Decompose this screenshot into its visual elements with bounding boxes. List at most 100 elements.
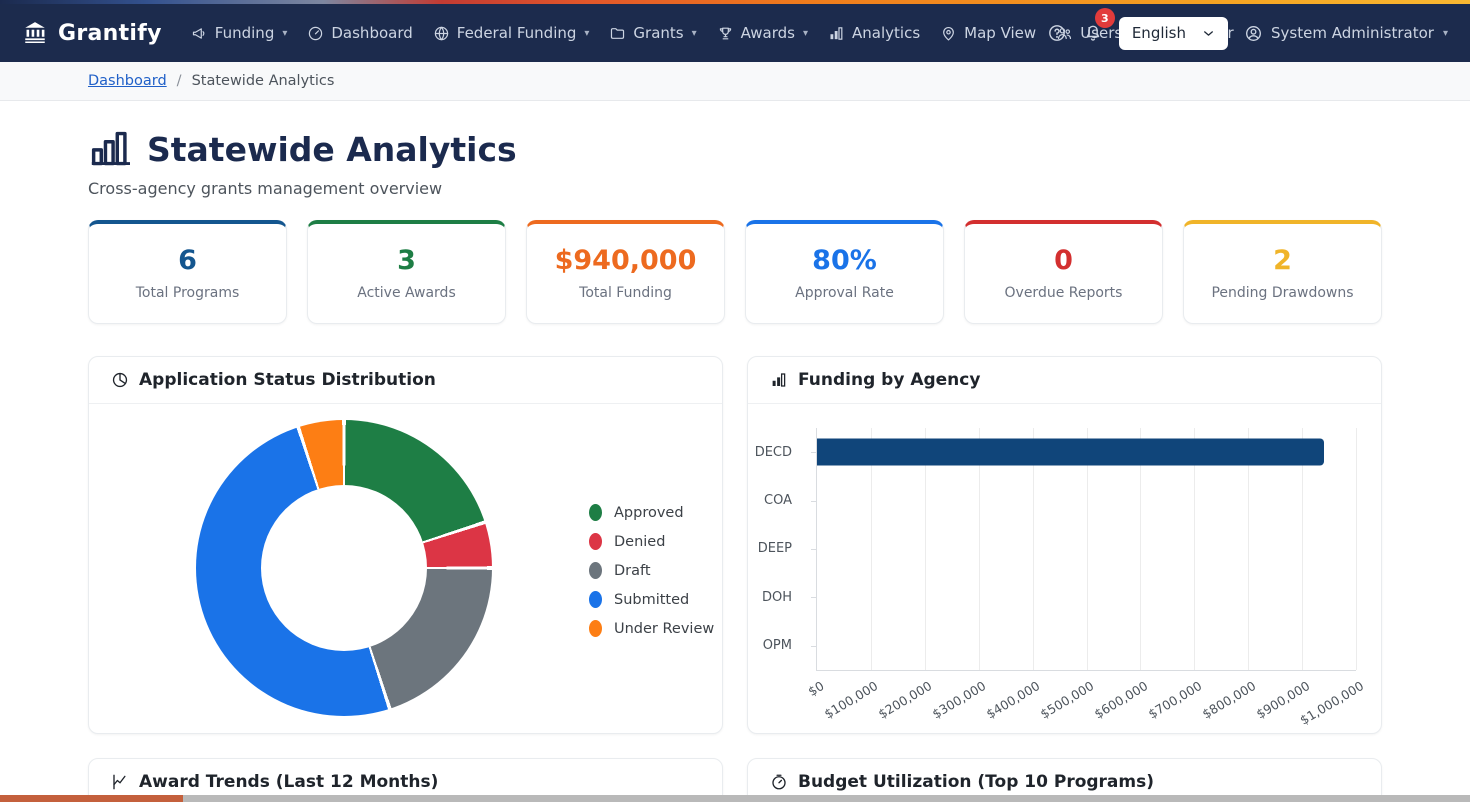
gauge-icon: [772, 774, 786, 790]
legend-marker: [589, 591, 602, 608]
main-content: Statewide Analytics Cross-agency grants …: [0, 101, 1470, 802]
bar-chart-icon: [828, 25, 845, 42]
caret-down-icon: ▾: [1442, 27, 1448, 39]
legend-label: Denied: [614, 533, 666, 550]
nav-item-label: Analytics: [852, 24, 921, 42]
nav-item-label: Users: [1080, 24, 1123, 42]
stat-value: 0: [1054, 244, 1073, 276]
donut-legend: Approved Denied Draft Submitted Under Review: [589, 504, 714, 637]
gridline: [1302, 428, 1304, 670]
help-button[interactable]: [1047, 23, 1067, 43]
award-trends-card: Award Trends (Last 12 Months): [88, 758, 723, 802]
legend-label: Under Review: [614, 620, 715, 637]
gridline: [1356, 428, 1357, 670]
stat-value: $940,000: [554, 244, 697, 276]
nav-item-users[interactable]: Users: [1047, 16, 1131, 50]
gridline: [1248, 428, 1250, 670]
nav-item-federal-funding[interactable]: Federal Funding ▾: [424, 16, 599, 50]
gridline: [1194, 428, 1196, 670]
nav-item-label: Grants: [633, 24, 684, 42]
legend-item-under-review[interactable]: Under Review: [589, 620, 714, 637]
nav-item-awards[interactable]: Awards ▾: [708, 16, 817, 50]
stat-value: 6: [178, 244, 197, 276]
language-select[interactable]: English: [1118, 16, 1228, 50]
nav-item-label: Federal Funding: [456, 24, 577, 42]
caret-down-icon: ▾: [584, 27, 590, 39]
charts-row: Application Status Distribution Approved…: [88, 356, 1382, 734]
trends-card-title: Award Trends (Last 12 Months): [139, 772, 439, 792]
breadcrumb-separator: /: [176, 73, 182, 89]
x-axis-tick-label: $700,000: [1145, 678, 1205, 722]
breadcrumb-current: Statewide Analytics: [191, 73, 335, 89]
line-chart-icon: [113, 774, 126, 790]
legend-item-denied[interactable]: Denied: [589, 533, 714, 550]
bank-icon: [25, 22, 45, 43]
stats-row: 6 Total Programs 3 Active Awards $940,000 Tot…: [88, 220, 1382, 324]
budget-card-title: Budget Utilization (Top 10 Programs): [798, 772, 1155, 792]
megaphone-icon: [191, 25, 208, 42]
breadcrumb-dashboard-link[interactable]: Dashboard: [88, 73, 167, 89]
nav-item-label: Funding: [214, 24, 275, 42]
legend-item-approved[interactable]: Approved: [589, 504, 714, 521]
bar-row-deep: [817, 525, 1356, 573]
y-axis-label: OPM: [762, 638, 792, 654]
nav-item-dashboard[interactable]: Dashboard: [298, 16, 421, 50]
bar-chart-title-icon: [91, 131, 130, 166]
legend-item-draft[interactable]: Draft: [589, 562, 714, 579]
nav-item-map-view[interactable]: Map View: [931, 16, 1045, 50]
stat-card-active-awards: 3 Active Awards: [307, 220, 506, 324]
bar-chart-small-icon: [772, 373, 786, 387]
gridline: [870, 428, 872, 670]
bar-row-coa: [817, 476, 1356, 524]
legend-marker: [589, 562, 602, 579]
stat-value: 2: [1273, 244, 1292, 276]
status-distribution-card: Application Status Distribution Approved…: [88, 356, 723, 734]
stat-label: Approval Rate: [795, 284, 894, 301]
nav-item-label: Dashboard: [331, 24, 413, 42]
page-subtitle: Cross-agency grants management overview: [88, 179, 443, 198]
brand-logo[interactable]: Grantify: [22, 20, 162, 46]
folder-icon: [609, 25, 626, 42]
stat-label: Pending Drawdowns: [1211, 284, 1354, 301]
legend-marker: [589, 504, 602, 521]
gridline: [1140, 428, 1142, 670]
caret-down-icon: ▾: [691, 27, 697, 39]
nav-item-label: Awards: [740, 24, 795, 42]
x-axis-tick-label: $400,000: [983, 678, 1043, 722]
nav-item-funding[interactable]: Funding ▾: [182, 16, 297, 50]
page-header: Statewide Analytics Cross-agency grants …: [88, 129, 1382, 199]
nav-item-analytics[interactable]: Analytics: [819, 16, 929, 50]
horizontal-scrollbar[interactable]: [0, 795, 1470, 802]
nav-item-grants[interactable]: Grants ▾: [600, 16, 705, 50]
x-axis-tick-label: $800,000: [1199, 678, 1259, 722]
stat-card-approval-rate: 80% Approval Rate: [745, 220, 944, 324]
pie-chart-icon: [112, 372, 128, 388]
stat-label: Active Awards: [357, 284, 456, 301]
donut-chart-area: Approved Denied Draft Submitted Under Review: [89, 404, 722, 733]
notifications-button[interactable]: 3: [1083, 8, 1115, 43]
top-gradient-strip: [0, 0, 1470, 4]
bar-row-doh: [817, 573, 1356, 621]
y-axis-label: DECD: [754, 444, 792, 460]
breadcrumb: Dashboard / Statewide Analytics: [88, 73, 334, 89]
stat-card-overdue-reports: 0 Overdue Reports: [964, 220, 1163, 324]
y-axis-tick: [811, 597, 817, 599]
brand-name: Grantify: [58, 20, 162, 46]
status-card-header: Application Status Distribution: [89, 357, 722, 404]
globe-icon: [433, 25, 450, 42]
y-axis-tick: [811, 500, 817, 502]
agency-axis-ticks: $0 $100,000 $200,000 $300,000 $400,000 $500,0…: [805, 670, 1366, 730]
legend-marker: [589, 533, 602, 550]
scrollbar-thumb[interactable]: [0, 795, 183, 802]
budget-card-header: Budget Utilization (Top 10 Programs): [748, 759, 1381, 802]
legend-label: Draft: [614, 562, 651, 579]
speedometer-icon: [307, 25, 324, 42]
stat-value: 3: [397, 244, 416, 276]
user-menu[interactable]: System Administrator ▾: [1244, 24, 1448, 43]
agency-bar-plot: [811, 428, 1357, 671]
stat-card-total-programs: 6 Total Programs: [88, 220, 287, 324]
breadcrumb-bar: Dashboard / Statewide Analytics: [0, 62, 1470, 101]
caret-down-icon: ▾: [282, 27, 288, 39]
legend-item-submitted[interactable]: Submitted: [589, 591, 714, 608]
